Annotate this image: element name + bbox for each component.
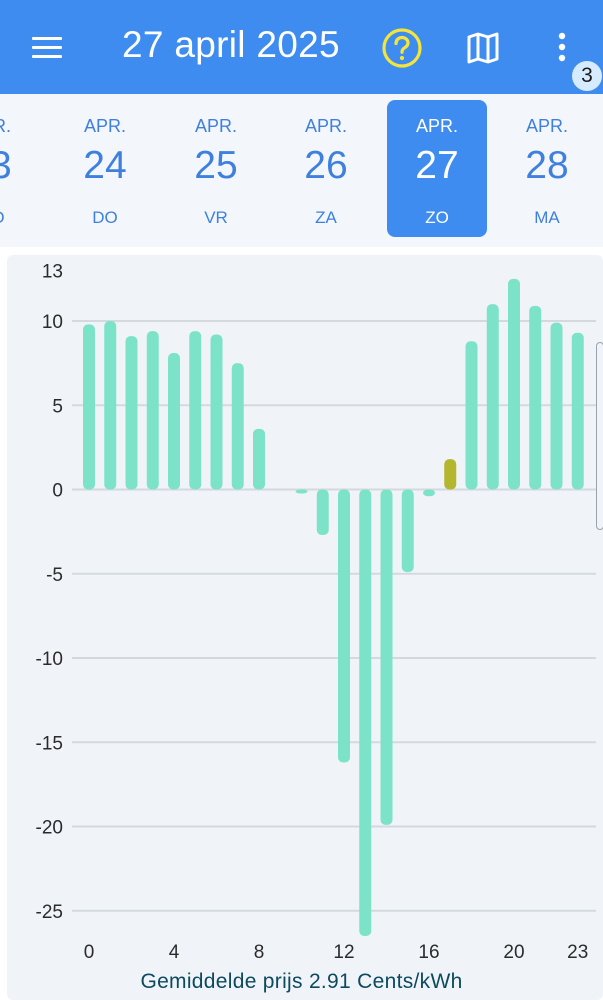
x-tick-label: 0: [84, 942, 95, 963]
date-month: APR.: [194, 116, 237, 136]
date-day: 28: [525, 144, 569, 187]
date-weekday: DO: [92, 208, 118, 227]
page-title: 27 april 2025: [122, 24, 340, 65]
date-month: APR.: [0, 116, 11, 136]
scroll-handle[interactable]: [596, 342, 603, 530]
bar-hour-19[interactable]: [486, 304, 499, 490]
bar-hour-16[interactable]: [423, 489, 435, 497]
date-day: 24: [83, 144, 127, 187]
date-day: 26: [304, 144, 348, 187]
x-tick-label: 12: [333, 942, 354, 963]
bar-hour-21[interactable]: [529, 305, 542, 490]
bar-hour-23[interactable]: [571, 332, 584, 490]
y-tick-label: -25: [36, 902, 63, 923]
menu-icon[interactable]: [30, 34, 64, 60]
bar-hour-11[interactable]: [316, 489, 329, 535]
date-day: 23: [0, 144, 12, 187]
date-day: 25: [194, 144, 238, 187]
x-tick-label: 16: [418, 942, 439, 963]
bar-hour-12[interactable]: [338, 489, 350, 763]
more-vert-icon[interactable]: [553, 30, 571, 66]
y-tick-label: 13: [42, 261, 63, 282]
bar-hour-5[interactable]: [189, 331, 202, 490]
bar-hour-2[interactable]: [125, 336, 138, 490]
x-tick-label: 8: [254, 942, 265, 963]
bar-hour-4[interactable]: [168, 353, 180, 490]
y-tick-label: -5: [46, 565, 63, 586]
app-bar: 27 april 2025 3: [0, 0, 603, 94]
date-item-27-selected[interactable]: APR. 27 ZO: [387, 100, 487, 237]
date-item-25[interactable]: APR. 25 VR: [166, 100, 266, 237]
date-item-23[interactable]: APR. 23 WO: [0, 100, 40, 237]
bar-hour-14[interactable]: [380, 489, 393, 825]
date-day: 27: [415, 144, 459, 187]
date-weekday: MA: [534, 208, 560, 227]
map-icon[interactable]: [466, 31, 500, 65]
bar-hour-22[interactable]: [550, 322, 563, 490]
y-tick-label: 10: [42, 312, 63, 333]
bar-hour-7[interactable]: [231, 363, 244, 490]
date-month: APR.: [415, 116, 458, 136]
bar-hour-13[interactable]: [359, 489, 372, 937]
date-month: APR.: [525, 116, 568, 136]
date-month: APR.: [83, 116, 126, 136]
date-item-24[interactable]: APR. 24 DO: [55, 100, 155, 237]
bar-hour-15[interactable]: [401, 489, 414, 573]
x-tick-label: 20: [503, 942, 524, 963]
bar-hour-17-current[interactable]: [444, 459, 457, 490]
y-tick-label: 0: [52, 481, 63, 502]
bar-hour-0[interactable]: [83, 324, 95, 490]
bar-hour-6[interactable]: [210, 334, 223, 490]
date-weekday: ZO: [425, 208, 449, 227]
x-tick-label: 23: [567, 942, 588, 963]
date-weekday: ZA: [315, 208, 337, 227]
date-month: APR.: [304, 116, 347, 136]
bar-hour-10[interactable]: [295, 489, 308, 494]
date-item-26[interactable]: APR. 26 ZA: [276, 100, 376, 237]
help-icon[interactable]: [381, 27, 423, 69]
date-weekday: VR: [204, 208, 228, 227]
date-weekday: WO: [0, 208, 40, 228]
bar-hour-18[interactable]: [465, 341, 478, 490]
notification-badge: 3: [572, 61, 602, 91]
y-tick-labels: 13 10 5 0 -5 -10 -15 -20 -25: [36, 261, 63, 922]
bar-hour-1[interactable]: [104, 321, 117, 490]
bar-hour-8[interactable]: [253, 428, 265, 490]
x-tick-label: 4: [169, 942, 180, 963]
y-tick-label: 5: [52, 396, 63, 417]
y-tick-label: -15: [36, 733, 63, 754]
bar-hour-20[interactable]: [508, 278, 520, 490]
x-tick-labels: 0 4 8 12 16 20 23: [84, 942, 589, 963]
bars: [83, 278, 584, 937]
average-price-label: Gemiddelde prijs 2.91 Cents/kWh: [140, 970, 463, 993]
bar-hour-3[interactable]: [146, 331, 159, 490]
y-tick-label: -10: [36, 649, 63, 670]
date-strip[interactable]: APR. 23 WO APR. 24 DO APR. 25 VR APR. 26…: [0, 94, 603, 247]
y-tick-label: -20: [36, 818, 63, 839]
date-item-28[interactable]: APR. 28 MA: [497, 100, 597, 237]
